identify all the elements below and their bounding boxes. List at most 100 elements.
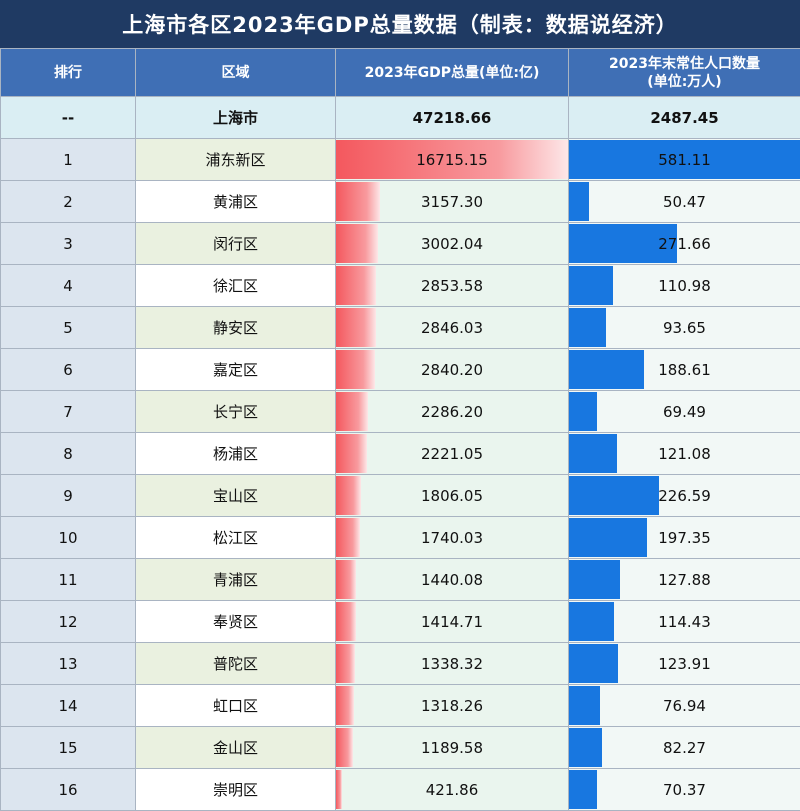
- population-bar: [569, 476, 659, 515]
- rank-cell: 4: [1, 265, 136, 307]
- population-bar: [569, 392, 597, 431]
- population-value: 76.94: [663, 697, 706, 715]
- gdp-bar: [336, 224, 378, 263]
- population-value: 188.61: [658, 361, 711, 379]
- gdp-value: 2840.20: [421, 361, 483, 379]
- population-cell: 123.91: [569, 643, 800, 685]
- rank-cell: 11: [1, 559, 136, 601]
- population-cell: 581.11: [569, 139, 800, 181]
- gdp-cell: 2286.20: [336, 391, 569, 433]
- gdp-value: 1189.58: [421, 739, 483, 757]
- header-population: 2023年末常住人口数量 (单位:万人): [569, 49, 800, 97]
- district-cell: 奉贤区: [136, 601, 336, 643]
- gdp-cell: 1440.08: [336, 559, 569, 601]
- summary-rank: --: [1, 97, 136, 139]
- population-bar: [569, 728, 602, 767]
- gdp-value: 1318.26: [421, 697, 483, 715]
- gdp-bar: [336, 476, 361, 515]
- population-value: 70.37: [663, 781, 706, 799]
- gdp-cell: 1414.71: [336, 601, 569, 643]
- population-value: 226.59: [658, 487, 711, 505]
- population-bar: [569, 308, 606, 347]
- district-cell: 闵行区: [136, 223, 336, 265]
- rank-cell: 15: [1, 727, 136, 769]
- population-value: 69.49: [663, 403, 706, 421]
- gdp-value: 421.86: [426, 781, 479, 799]
- gdp-value: 2846.03: [421, 319, 483, 337]
- district-cell: 长宁区: [136, 391, 336, 433]
- gdp-cell: 1338.32: [336, 643, 569, 685]
- rank-cell: 12: [1, 601, 136, 643]
- gdp-value: 3002.04: [421, 235, 483, 253]
- gdp-value: 1806.05: [421, 487, 483, 505]
- gdp-bar: [336, 350, 375, 389]
- population-cell: 121.08: [569, 433, 800, 475]
- population-bar: [569, 266, 613, 305]
- population-cell: 93.65: [569, 307, 800, 349]
- district-cell: 金山区: [136, 727, 336, 769]
- rank-cell: 1: [1, 139, 136, 181]
- rank-cell: 10: [1, 517, 136, 559]
- gdp-value: 2286.20: [421, 403, 483, 421]
- summary-district: 上海市: [136, 97, 336, 139]
- gdp-bar: [336, 770, 342, 809]
- population-bar: [569, 560, 620, 599]
- population-cell: 127.88: [569, 559, 800, 601]
- population-bar: [569, 644, 618, 683]
- gdp-data-table: 排行 区域 2023年GDP总量(单位:亿) 2023年末常住人口数量 (单位:…: [0, 48, 800, 811]
- population-value: 50.47: [663, 193, 706, 211]
- gdp-cell: 1189.58: [336, 727, 569, 769]
- header-population-line2: (单位:万人): [569, 73, 800, 91]
- summary-gdp: 47218.66: [336, 97, 569, 139]
- gdp-cell: 1740.03: [336, 517, 569, 559]
- population-bar: [569, 686, 600, 725]
- rank-cell: 14: [1, 685, 136, 727]
- header-row: 排行 区域 2023年GDP总量(单位:亿) 2023年末常住人口数量 (单位:…: [1, 49, 800, 97]
- population-cell: 82.27: [569, 727, 800, 769]
- population-cell: 50.47: [569, 181, 800, 223]
- district-cell: 徐汇区: [136, 265, 336, 307]
- gdp-cell: 2853.58: [336, 265, 569, 307]
- population-value: 121.08: [658, 445, 711, 463]
- rank-cell: 9: [1, 475, 136, 517]
- rank-cell: 2: [1, 181, 136, 223]
- population-bar: [569, 602, 614, 641]
- population-cell: 188.61: [569, 349, 800, 391]
- gdp-cell: 1318.26: [336, 685, 569, 727]
- gdp-bar: [336, 182, 380, 221]
- district-cell: 杨浦区: [136, 433, 336, 475]
- district-cell: 宝山区: [136, 475, 336, 517]
- gdp-bar: [336, 518, 360, 557]
- rank-cell: 5: [1, 307, 136, 349]
- gdp-value: 1740.03: [421, 529, 483, 547]
- district-cell: 虹口区: [136, 685, 336, 727]
- gdp-value: 16715.15: [416, 151, 488, 169]
- summary-row: -- 上海市 47218.66 2487.45: [1, 97, 800, 139]
- rank-cell: 13: [1, 643, 136, 685]
- district-cell: 静安区: [136, 307, 336, 349]
- gdp-value: 1414.71: [421, 613, 483, 631]
- gdp-bar: [336, 728, 353, 767]
- population-value: 110.98: [658, 277, 711, 295]
- district-cell: 普陀区: [136, 643, 336, 685]
- gdp-bar: [336, 434, 367, 473]
- gdp-bar: [336, 560, 356, 599]
- population-bar: [569, 434, 617, 473]
- district-cell: 浦东新区: [136, 139, 336, 181]
- gdp-cell: 3002.04: [336, 223, 569, 265]
- gdp-bar: [336, 308, 376, 347]
- rank-cell: 3: [1, 223, 136, 265]
- rank-cell: 6: [1, 349, 136, 391]
- gdp-cell: 421.86: [336, 769, 569, 811]
- header-district: 区域: [136, 49, 336, 97]
